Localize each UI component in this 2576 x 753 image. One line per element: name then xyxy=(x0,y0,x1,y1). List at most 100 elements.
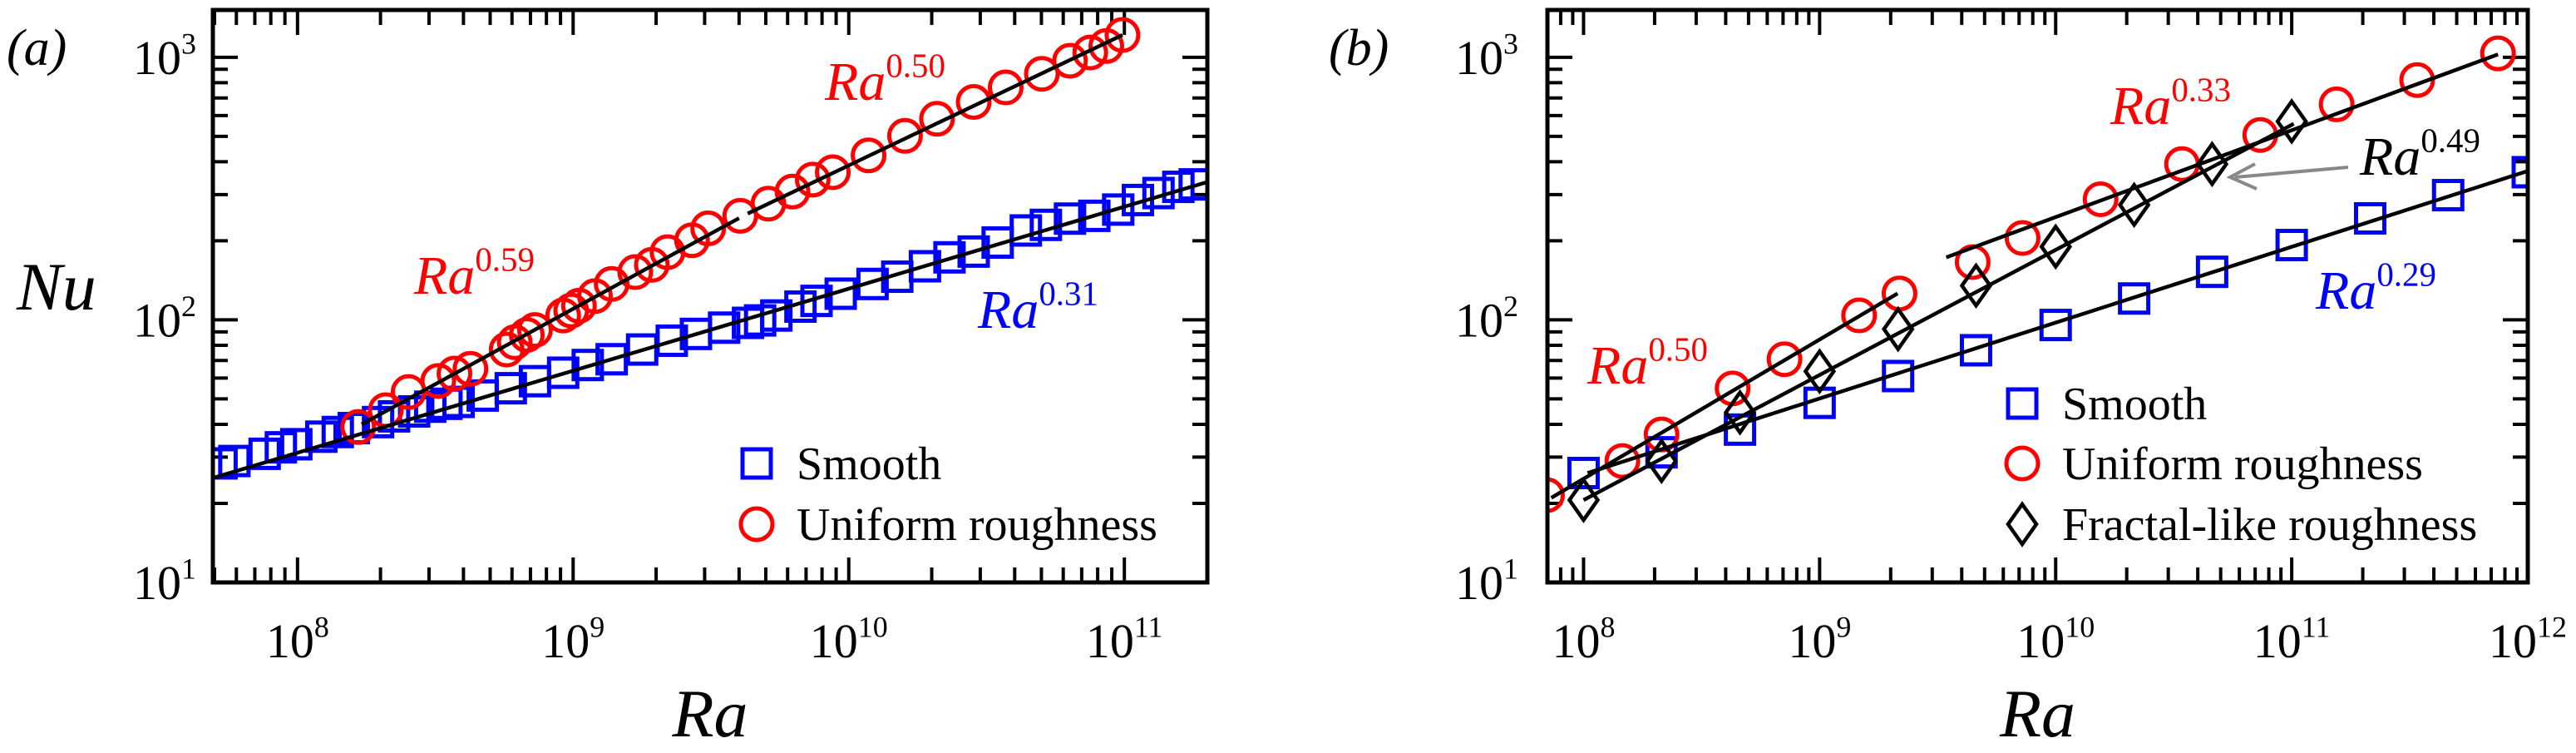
x-tick-label-exponent: 10 xyxy=(2065,611,2095,644)
x-tick-label: 108 xyxy=(1552,611,1615,668)
data-point xyxy=(1104,17,1141,53)
x-tick-label-exponent: 9 xyxy=(1836,611,1851,644)
legend-marker xyxy=(2006,501,2039,547)
data-point xyxy=(1604,443,1641,479)
fit-annotation-exponent: 0.59 xyxy=(475,240,535,278)
fit-line xyxy=(1587,169,2528,475)
fit-annotation-base: Ra xyxy=(1587,335,1648,396)
y-tick-label: 101 xyxy=(133,552,196,610)
fit-annotation-exponent: 0.31 xyxy=(1039,275,1098,312)
fit-annotation-base: Ra xyxy=(2110,76,2171,136)
fit-annotation-exponent: 0.49 xyxy=(2421,121,2480,159)
fit-annotation: Ra0.31 xyxy=(977,275,1098,340)
x-tick-label-base: 10 xyxy=(1552,614,1600,668)
legend-marker xyxy=(740,447,773,480)
data-point xyxy=(708,311,741,344)
y-tick-label-exponent: 2 xyxy=(1503,290,1518,323)
data-point xyxy=(2318,86,2355,122)
legend-label: Uniform roughness xyxy=(797,499,1157,551)
x-tick-label-base: 10 xyxy=(1086,614,1134,668)
data-point xyxy=(2004,220,2041,256)
data-point xyxy=(509,317,545,354)
fit-annotation-exponent: 0.50 xyxy=(1648,330,1708,368)
data-point xyxy=(794,161,831,198)
y-tick-label-exponent: 2 xyxy=(181,290,196,323)
fit-annotation-base: Ra xyxy=(977,280,1039,340)
data-point xyxy=(617,254,654,290)
data-point xyxy=(2118,282,2151,315)
fit-annotation-exponent: 0.33 xyxy=(2171,71,2231,108)
data-point xyxy=(1959,262,1993,310)
fit-line xyxy=(1945,52,2499,260)
panel-label: (b) xyxy=(1329,20,1389,77)
x-tick-label-exponent: 8 xyxy=(1600,611,1615,644)
data-point xyxy=(2039,223,2072,270)
x-tick-label-exponent: 11 xyxy=(2302,611,2331,644)
data-point xyxy=(987,69,1024,106)
plot-area xyxy=(1547,35,2528,523)
data-point xyxy=(933,240,966,274)
fit-line xyxy=(1582,121,2295,502)
data-point xyxy=(957,235,990,268)
x-axis-label: Ra xyxy=(671,676,748,751)
plot-area xyxy=(213,17,1207,480)
fit-annotation: Ra0.49 xyxy=(2359,121,2480,187)
x-tick-label: 1011 xyxy=(2253,611,2331,668)
panel-label: (a) xyxy=(7,20,67,77)
fit-annotation: Ra0.50 xyxy=(824,47,945,112)
data-point xyxy=(851,137,887,174)
fit-annotation-base: Ra xyxy=(2359,126,2421,187)
y-tick-label: 102 xyxy=(133,290,196,347)
fit-annotation: Ra0.50 xyxy=(1587,330,1708,396)
x-tick-label-base: 10 xyxy=(810,614,858,668)
x-tick-label-base: 10 xyxy=(2016,614,2065,668)
data-point xyxy=(1766,341,1803,378)
y-tick-label-base: 10 xyxy=(133,556,181,610)
y-tick-label-base: 10 xyxy=(1455,293,1503,347)
plot-frame xyxy=(1545,7,2530,585)
fit-annotation-base: Ra xyxy=(2315,260,2376,321)
y-tick-label: 103 xyxy=(1455,27,1518,84)
data-point xyxy=(1052,42,1088,79)
data-point xyxy=(437,355,473,392)
data-point xyxy=(595,343,629,376)
plot-frame xyxy=(210,7,1210,585)
x-tick-label-exponent: 10 xyxy=(858,611,888,644)
data-point xyxy=(1078,199,1111,232)
y-tick-label: 101 xyxy=(1455,552,1518,610)
y-axis-label: Nu xyxy=(16,249,96,324)
y-tick-label-base: 10 xyxy=(1455,31,1503,85)
data-point xyxy=(919,101,955,137)
data-point xyxy=(1547,477,1565,513)
x-tick-label-exponent: 12 xyxy=(2537,611,2567,644)
data-point xyxy=(2082,181,2119,217)
legend-label: Smooth xyxy=(2062,379,2207,430)
legend-label: Smooth xyxy=(797,438,941,490)
data-point xyxy=(494,372,527,405)
x-tick-label-exponent: 9 xyxy=(590,611,605,644)
axis-ticks xyxy=(213,10,1209,584)
data-point xyxy=(1723,389,1757,436)
x-tick-label-base: 10 xyxy=(266,614,314,668)
data-point xyxy=(955,84,992,121)
legend-marker xyxy=(2006,387,2039,420)
legend: Smooth Uniform roughness Fractal-like roug… xyxy=(2004,379,2477,551)
x-tick-label: 109 xyxy=(541,611,605,668)
x-tick-label-base: 10 xyxy=(1788,614,1836,668)
panel-a: 108 109 1010 1011101102103RaNu(a)Ra0.31Ra0.… xyxy=(7,7,1210,751)
data-point xyxy=(1881,305,1915,353)
x-tick-label: 1012 xyxy=(2489,611,2567,668)
data-point xyxy=(340,409,377,445)
data-point xyxy=(2117,181,2151,229)
data-point xyxy=(2511,156,2528,189)
y-tick-label-base: 10 xyxy=(133,293,181,347)
x-tick-label-base: 10 xyxy=(2253,614,2302,668)
data-point xyxy=(452,350,489,387)
fit-line xyxy=(213,180,1207,480)
data-point xyxy=(655,324,688,357)
fit-annotation-base: Ra xyxy=(824,52,886,112)
data-point xyxy=(1072,34,1108,71)
data-point xyxy=(1959,334,1992,367)
data-point xyxy=(774,173,811,210)
y-tick-label-base: 10 xyxy=(1455,556,1503,610)
